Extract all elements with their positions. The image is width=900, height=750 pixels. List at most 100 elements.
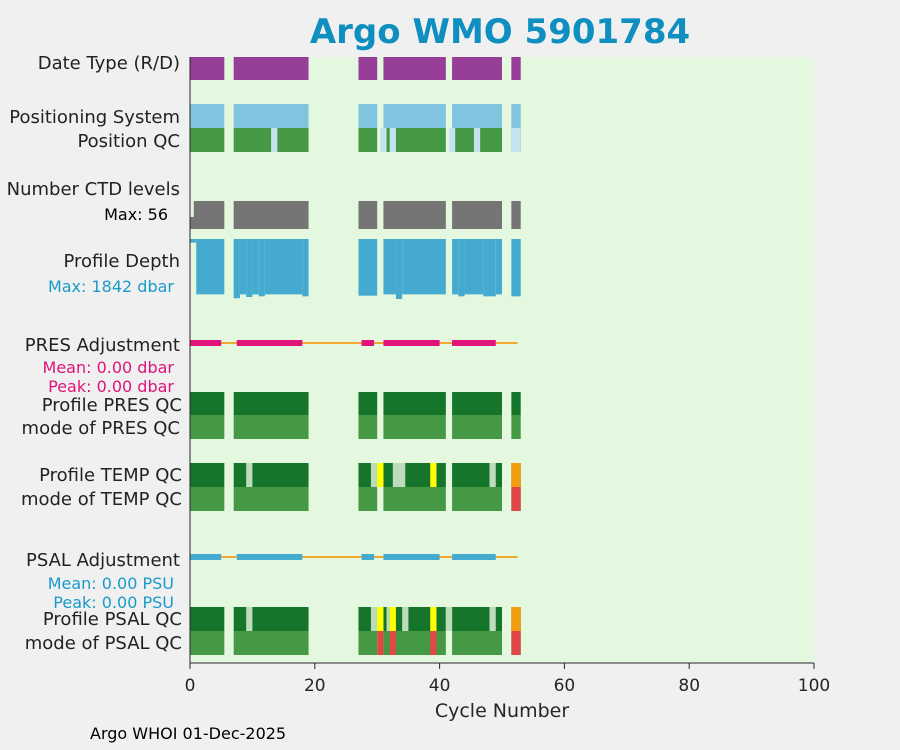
position-qc-segment bbox=[190, 128, 225, 152]
positioning-system-segment bbox=[511, 104, 521, 128]
psal-adjustment-segment bbox=[452, 554, 496, 560]
row-label: Peak: 0.00 PSU bbox=[53, 593, 174, 612]
row-label: Mean: 0.00 dbar bbox=[43, 358, 175, 377]
psal-qc-profile-flag bbox=[370, 607, 378, 631]
pres-adjustment-segment bbox=[452, 340, 496, 346]
temp-qc-profile-flag bbox=[511, 463, 521, 487]
temp-qc-profile-flag bbox=[430, 463, 437, 487]
plot-background bbox=[190, 57, 814, 663]
pres-adjustment-segment bbox=[361, 340, 375, 346]
row-label: Peak: 0.00 dbar bbox=[48, 377, 174, 396]
x-tick-label: 20 bbox=[304, 676, 326, 696]
positioning-system-segment bbox=[452, 104, 502, 128]
psal-qc-mode-flag bbox=[511, 631, 521, 655]
profile-depth-bar bbox=[483, 239, 496, 297]
profile-depth-bar bbox=[246, 239, 253, 297]
profile-depth-bar bbox=[495, 239, 502, 295]
psal-qc-profile-flag bbox=[246, 607, 253, 631]
profile-depth-bar bbox=[402, 239, 446, 295]
positioning-system-segment bbox=[383, 104, 446, 128]
number-ctd-levels-notch bbox=[190, 201, 194, 217]
x-axis-label: Cycle Number bbox=[435, 700, 569, 722]
profile-depth-bar bbox=[258, 239, 265, 297]
positioning-system-segment bbox=[233, 104, 309, 128]
position-qc-flag bbox=[511, 128, 521, 152]
pres-qc-mode-segment bbox=[383, 415, 446, 439]
profile-depth-bar bbox=[302, 239, 309, 297]
date-type-segment bbox=[190, 57, 225, 80]
psal-qc-profile-flag bbox=[377, 607, 384, 631]
date-type-segment bbox=[233, 57, 309, 80]
row-label: Max: 1842 dbar bbox=[48, 277, 174, 296]
temp-qc-mode-segment bbox=[358, 487, 378, 511]
date-type-segment bbox=[358, 57, 378, 80]
row-labels: Date Type (R/D) Positioning System Positio… bbox=[7, 53, 182, 654]
psal-qc-mode-segment bbox=[452, 631, 502, 655]
pres-adjustment-segment bbox=[236, 340, 303, 346]
psal-qc-profile-flag bbox=[489, 607, 496, 631]
psal-qc-mode-flag bbox=[430, 631, 437, 655]
x-tick-label: 60 bbox=[554, 676, 576, 696]
profile-depth-bar bbox=[190, 239, 197, 243]
row-label: Date Type (R/D) bbox=[38, 53, 180, 74]
psal-qc-mode-flag bbox=[389, 631, 396, 655]
profile-depth-bar bbox=[395, 239, 403, 299]
pres-qc-mode-segment bbox=[190, 415, 225, 439]
date-type-segment bbox=[452, 57, 502, 80]
row-label: Mean: 0.00 PSU bbox=[48, 574, 174, 593]
psal-qc-profile-flag bbox=[402, 607, 409, 631]
chart-title: Argo WMO 5901784 bbox=[309, 12, 691, 52]
row-label: Number CTD levels bbox=[7, 179, 180, 200]
position-qc-flag bbox=[271, 128, 278, 152]
pres-adjustment-segment bbox=[383, 340, 440, 346]
row-label: mode of TEMP QC bbox=[21, 489, 182, 510]
pres-adjustment-segment bbox=[190, 340, 222, 346]
psal-qc-mode-flag bbox=[377, 631, 384, 655]
profile-depth-bar bbox=[383, 239, 396, 295]
position-qc-flag bbox=[380, 128, 387, 152]
pres-qc-profile-segment bbox=[233, 392, 309, 415]
pres-qc-profile-segment bbox=[511, 392, 521, 415]
x-axis: 0 20 40 60 80 100 bbox=[185, 57, 830, 696]
positioning-system-segment bbox=[358, 104, 378, 128]
pres-qc-profile-segment bbox=[452, 392, 502, 415]
profile-depth-bar bbox=[464, 239, 484, 295]
timeline-rows bbox=[190, 57, 521, 655]
profile-depth-bar bbox=[264, 239, 303, 295]
number-ctd-levels-segment bbox=[383, 201, 446, 229]
pres-qc-mode-segment bbox=[358, 415, 378, 439]
temp-qc-mode-segment bbox=[452, 487, 502, 511]
number-ctd-levels-segment bbox=[358, 201, 378, 229]
temp-qc-profile-flag bbox=[377, 463, 384, 487]
temp-qc-profile-segment bbox=[190, 463, 225, 487]
number-ctd-levels-segment bbox=[190, 201, 225, 229]
psal-adjustment-segment bbox=[383, 554, 440, 560]
date-type-segment bbox=[511, 57, 521, 80]
temp-qc-profile-flag bbox=[392, 463, 406, 487]
row-label: Max: 56 bbox=[104, 205, 168, 224]
profile-depth-bar bbox=[358, 239, 378, 296]
psal-qc-mode-segment bbox=[233, 631, 309, 655]
x-tick-label: 80 bbox=[678, 676, 700, 696]
psal-qc-profile-flag bbox=[511, 607, 521, 631]
number-ctd-levels-segment bbox=[452, 201, 502, 229]
profile-depth-bar bbox=[458, 239, 465, 297]
pres-qc-mode-segment bbox=[452, 415, 502, 439]
row-label: mode of PSAL QC bbox=[25, 633, 182, 654]
row-label: PRES Adjustment bbox=[25, 335, 180, 356]
pres-qc-profile-segment bbox=[358, 392, 378, 415]
psal-qc-profile-flag bbox=[389, 607, 396, 631]
pres-qc-profile-segment bbox=[190, 392, 225, 415]
psal-adjustment-segment bbox=[190, 554, 222, 560]
psal-qc-profile-segment bbox=[190, 607, 225, 631]
profile-depth-bar bbox=[239, 239, 247, 295]
temp-qc-profile-segment bbox=[233, 463, 309, 487]
date-type-segment bbox=[383, 57, 446, 80]
position-qc-flag bbox=[473, 128, 481, 152]
profile-depth-bar bbox=[511, 239, 521, 297]
temp-qc-mode-segment bbox=[383, 487, 446, 511]
pres-qc-mode-segment bbox=[511, 415, 521, 439]
pres-qc-mode-segment bbox=[233, 415, 309, 439]
x-tick-label: 40 bbox=[429, 676, 451, 696]
